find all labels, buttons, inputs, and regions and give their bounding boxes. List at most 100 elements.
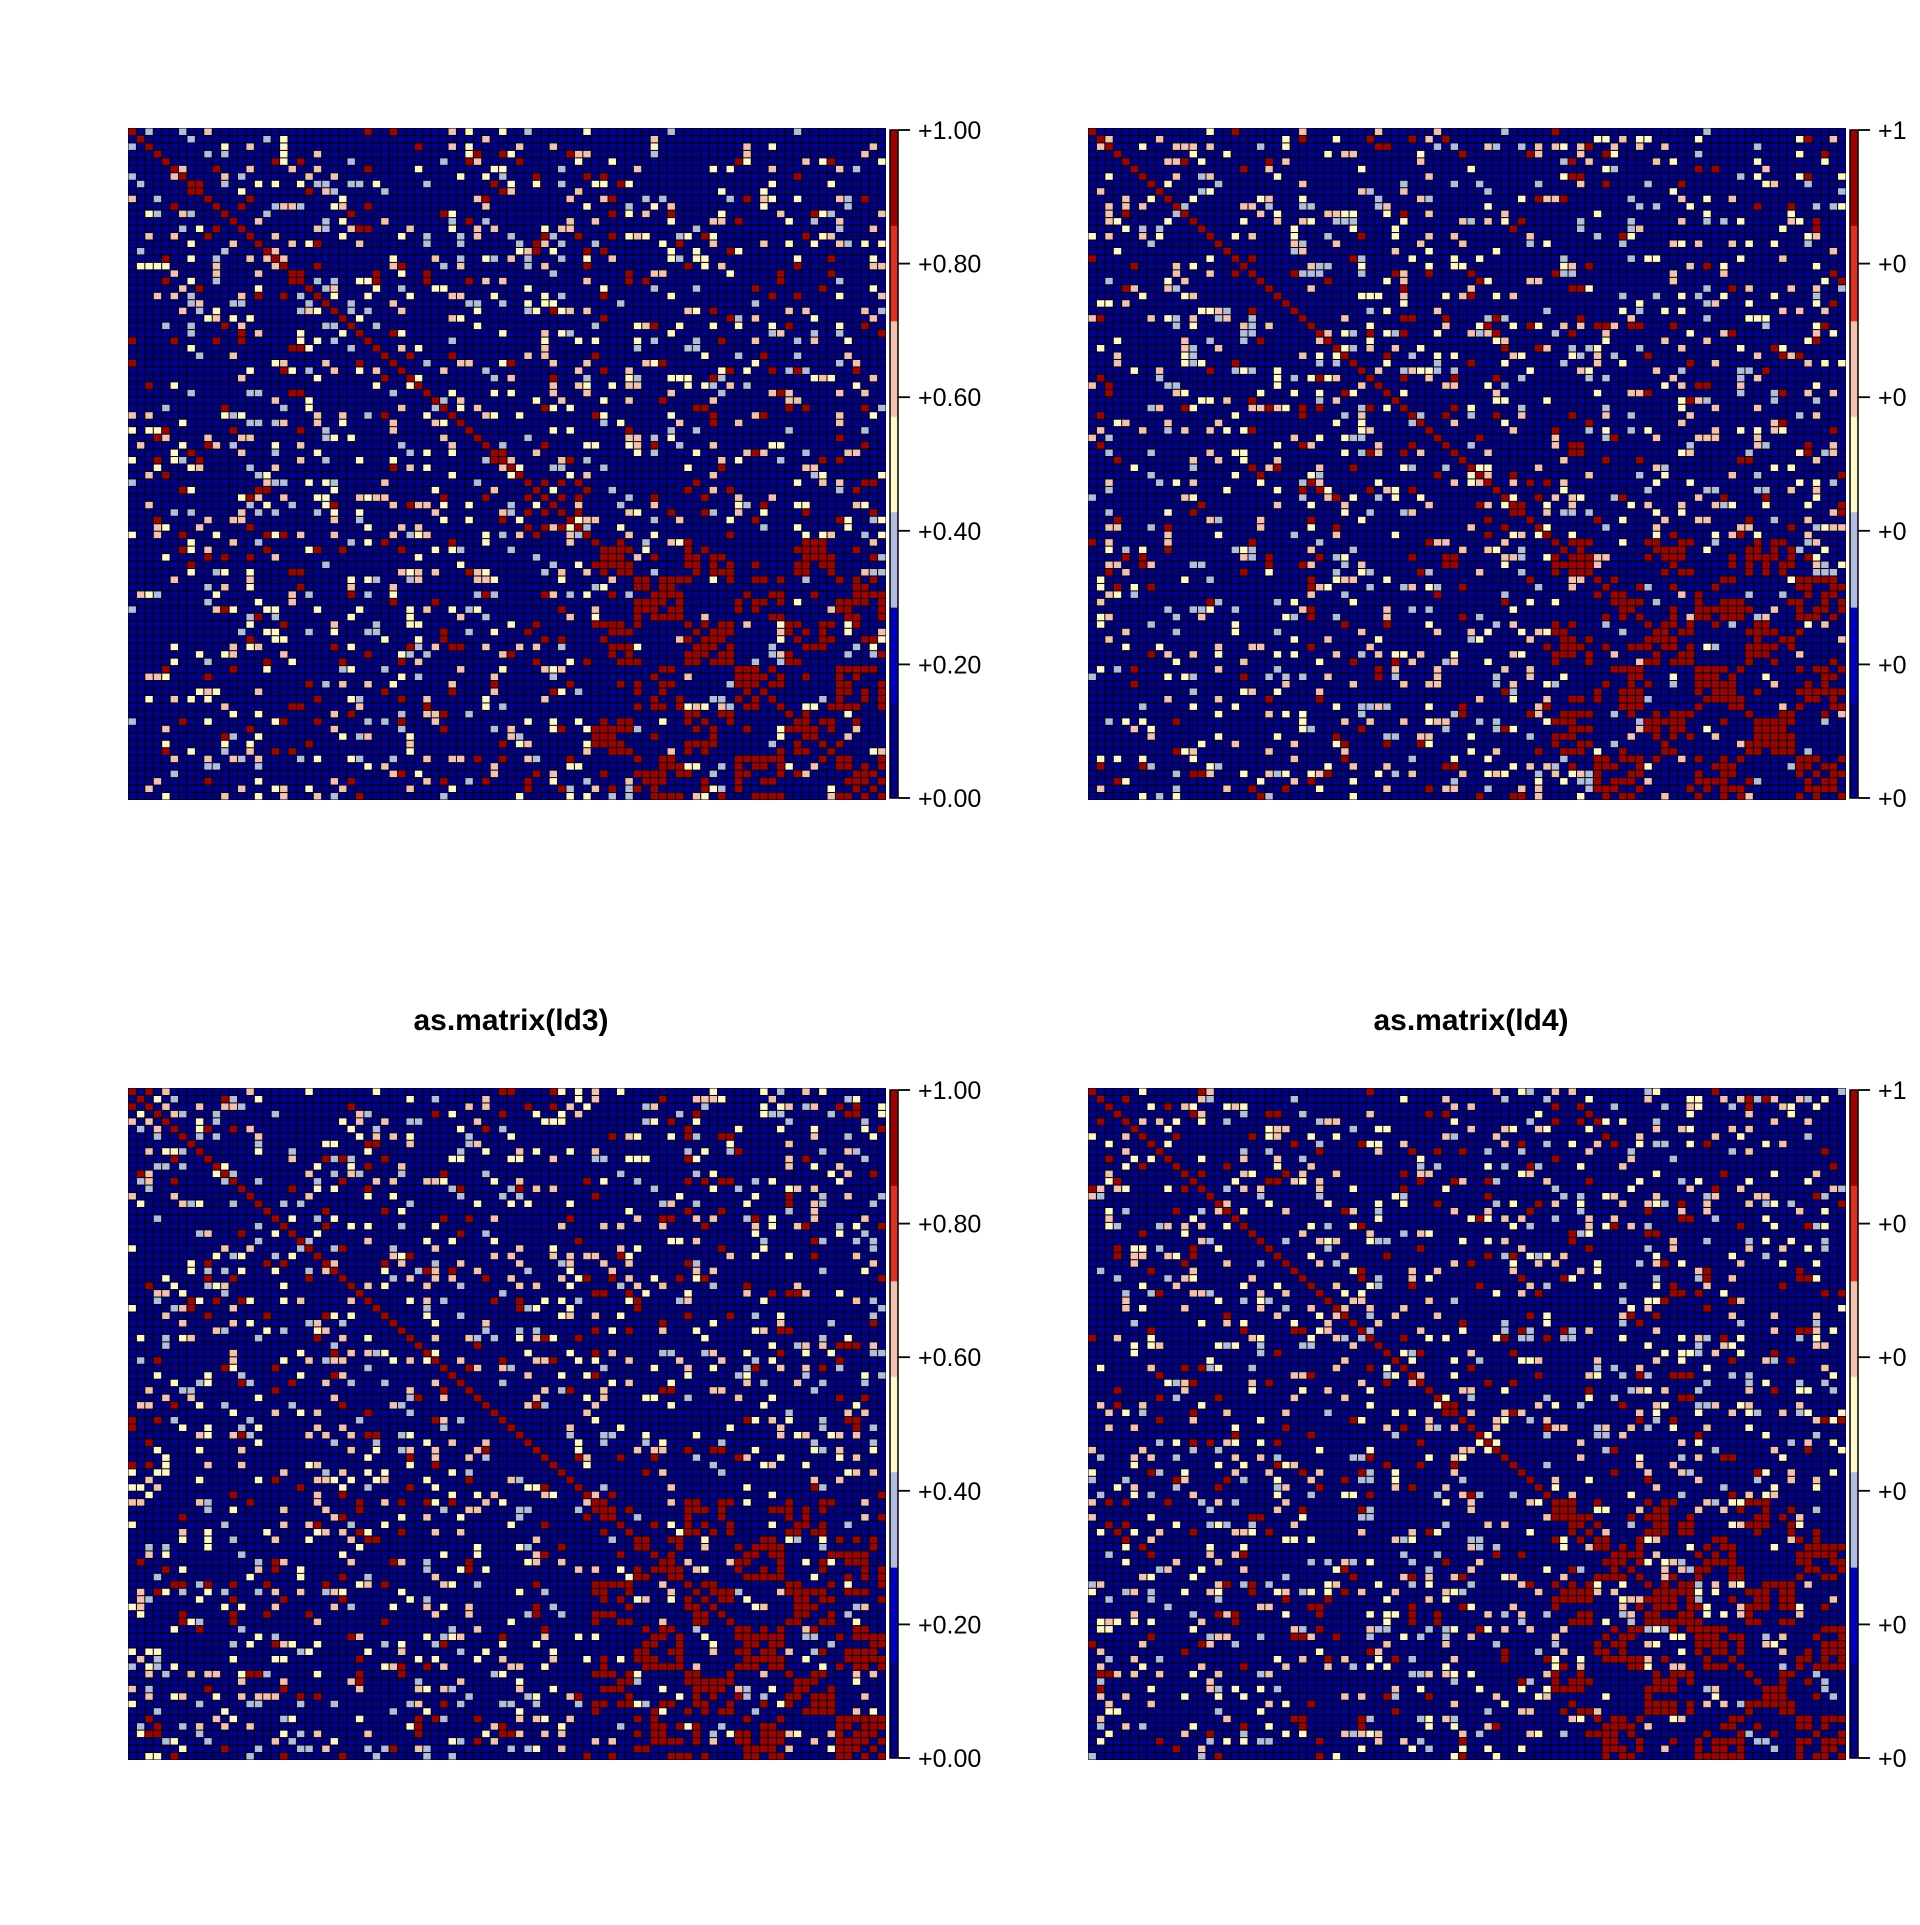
heatmap-cell	[726, 278, 733, 284]
heatmap-cell	[625, 270, 632, 276]
heatmap-cell	[154, 457, 161, 463]
heatmap-cell	[457, 479, 464, 485]
heatmap-cell	[600, 435, 607, 441]
heatmap-cell	[541, 173, 548, 179]
heatmap-cell	[583, 465, 590, 471]
heatmap-cell	[676, 218, 683, 224]
heatmap-cell	[878, 367, 885, 373]
heatmap-cell	[533, 173, 540, 179]
heatmap-cell	[381, 420, 388, 426]
heatmap-cell	[449, 494, 456, 500]
heatmap-cell	[263, 382, 270, 388]
heatmap-cell	[533, 509, 540, 515]
heatmap-cell	[289, 457, 296, 463]
heatmap-cell	[356, 330, 363, 336]
heatmap-cell	[356, 151, 363, 157]
heatmap-cell	[449, 173, 456, 179]
heatmap-cell	[230, 345, 237, 351]
heatmap-cell	[482, 293, 489, 299]
heatmap-cell	[390, 509, 397, 515]
heatmap-cell	[508, 196, 515, 202]
heatmap-cell	[423, 502, 430, 508]
heatmap-cell	[289, 517, 296, 523]
heatmap-cell	[356, 494, 363, 500]
heatmap-cell	[187, 241, 194, 247]
heatmap-cell	[162, 509, 169, 515]
heatmap-cell	[406, 390, 413, 396]
heatmap-cell	[583, 375, 590, 381]
heatmap-cell	[769, 218, 776, 224]
heatmap-cell	[642, 457, 649, 463]
heatmap-cell	[844, 211, 851, 217]
heatmap-cell	[592, 315, 599, 321]
heatmap-cell	[819, 390, 826, 396]
heatmap-cell	[415, 532, 422, 538]
heatmap-cell	[819, 278, 826, 284]
heatmap-cell	[213, 158, 220, 164]
heatmap-cell	[684, 166, 691, 172]
heatmap-cell	[415, 450, 422, 456]
heatmap-cell	[609, 166, 616, 172]
heatmap-cell	[651, 241, 658, 247]
heatmap-cell	[550, 241, 557, 247]
heatmap-cell	[440, 405, 447, 411]
heatmap-cell	[356, 166, 363, 172]
heatmap-cell	[499, 382, 506, 388]
heatmap-cell	[449, 532, 456, 538]
heatmap-cell	[449, 442, 456, 448]
heatmap-cell	[406, 226, 413, 232]
heatmap-cell	[600, 241, 607, 247]
heatmap-cell	[440, 420, 447, 426]
heatmap-cell	[760, 203, 767, 209]
heatmap-cell	[541, 360, 548, 366]
heatmap-cell	[718, 427, 725, 433]
heatmap-cell	[819, 173, 826, 179]
heatmap-cell	[701, 270, 708, 276]
heatmap-cell	[432, 188, 439, 194]
heatmap-cell	[769, 270, 776, 276]
heatmap-cell	[449, 397, 456, 403]
heatmap-cell	[701, 263, 708, 269]
heatmap-cell	[314, 375, 321, 381]
heatmap-cell	[238, 218, 245, 224]
heatmap-cell	[162, 360, 169, 366]
heatmap-cell	[457, 166, 464, 172]
heatmap-cell	[179, 226, 186, 232]
heatmap-cell	[870, 308, 877, 314]
heatmap-cell	[634, 532, 641, 538]
heatmap-cell	[423, 196, 430, 202]
heatmap-cell	[196, 487, 203, 493]
heatmap-cell	[676, 203, 683, 209]
heatmap-cell	[524, 270, 531, 276]
heatmap-cell	[297, 338, 304, 344]
heatmap-cell	[668, 285, 675, 291]
heatmap-cell	[465, 248, 472, 254]
heatmap-cell	[474, 300, 481, 306]
heatmap-cell	[634, 293, 641, 299]
heatmap-cell	[145, 241, 152, 247]
heatmap-cell	[701, 338, 708, 344]
heatmap-cell	[415, 196, 422, 202]
heatmap-cell	[668, 532, 675, 538]
heatmap-cell	[423, 539, 430, 545]
heatmap-cell	[777, 338, 784, 344]
heatmap-cell	[154, 151, 161, 157]
heatmap-cell	[390, 532, 397, 538]
heatmap-cell	[743, 420, 750, 426]
heatmap-cell	[642, 285, 649, 291]
heatmap-cell	[710, 248, 717, 254]
heatmap-cell	[718, 479, 725, 485]
heatmap-cell	[785, 360, 792, 366]
heatmap-cell	[499, 450, 506, 456]
heatmap-cell	[609, 353, 616, 359]
heatmap-cell	[465, 524, 472, 530]
heatmap-cell	[760, 173, 767, 179]
heatmap-cell	[651, 196, 658, 202]
heatmap-cell	[828, 255, 835, 261]
heatmap-cell	[684, 285, 691, 291]
heatmap-cell	[179, 338, 186, 344]
heatmap-cell	[718, 293, 725, 299]
heatmap-cell	[213, 173, 220, 179]
heatmap-cell	[583, 158, 590, 164]
heatmap-cell	[322, 450, 329, 456]
